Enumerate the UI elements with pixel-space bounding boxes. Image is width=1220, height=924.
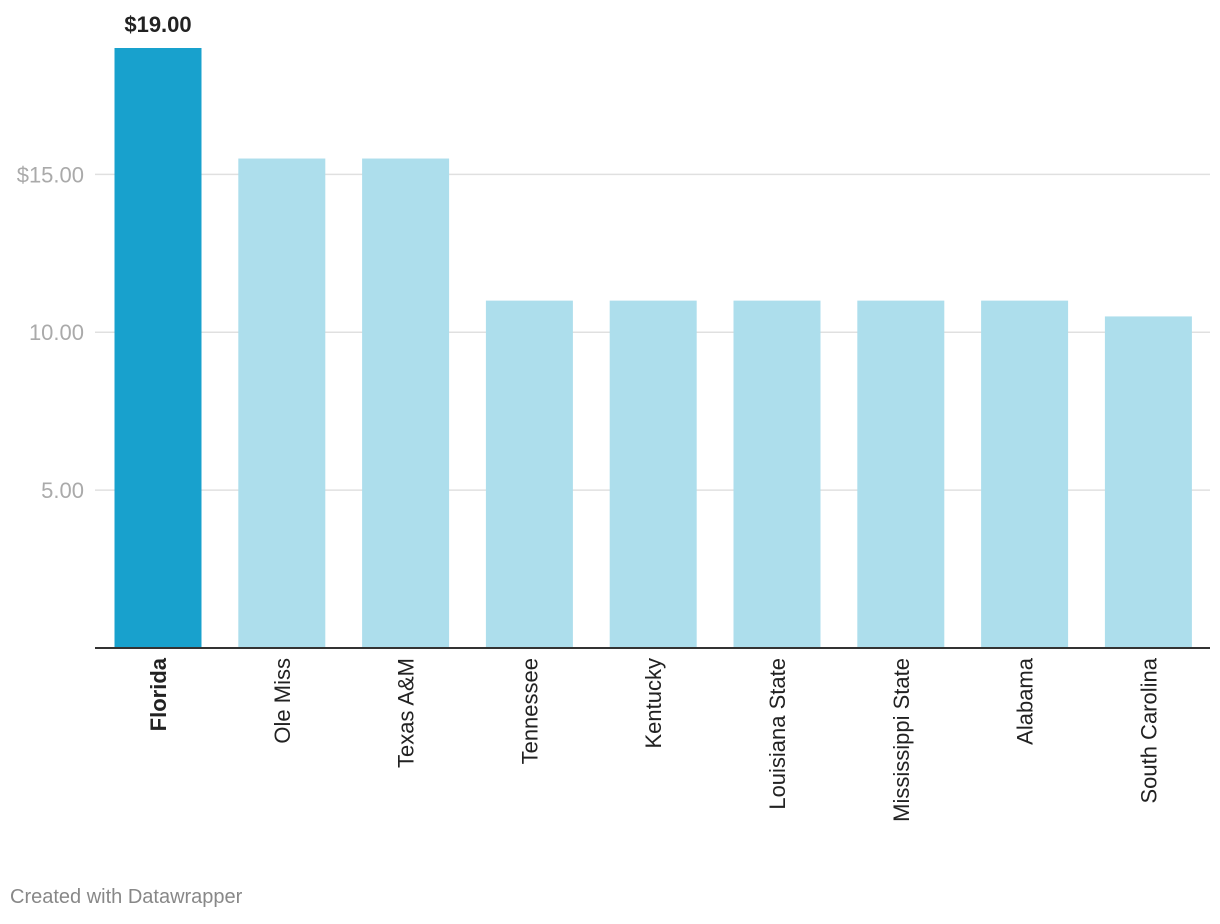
bar <box>238 158 326 649</box>
bars <box>114 48 1192 649</box>
x-category-label: Alabama <box>1013 657 1038 745</box>
y-tick-label: $15.00 <box>17 162 84 187</box>
labels: $15.00 10.00 5.00 $19.00 Florida Ole Miss Texa… <box>17 12 1162 822</box>
bar <box>362 158 450 649</box>
bar <box>1104 316 1192 648</box>
x-category-label: Tennessee <box>517 658 542 764</box>
x-category-label: Mississippi State <box>889 658 914 822</box>
y-tick-label: 10.00 <box>29 320 84 345</box>
x-category-label: Louisiana State <box>765 658 790 810</box>
x-category-label: Ole Miss <box>270 658 295 744</box>
bar-value-label: $19.00 <box>124 12 191 37</box>
x-category-label: Florida <box>146 657 171 731</box>
x-category-label: Kentucky <box>641 658 666 749</box>
x-category-label: South Carolina <box>1136 657 1161 803</box>
bar <box>609 300 697 648</box>
bar <box>485 300 573 648</box>
bar <box>857 300 945 648</box>
datawrapper-credit: Created with Datawrapper <box>10 886 243 908</box>
bar <box>114 48 202 648</box>
bar <box>733 300 821 648</box>
y-tick-label: 5.00 <box>41 478 84 503</box>
x-category-label: Texas A&M <box>394 658 419 768</box>
bar <box>981 300 1069 648</box>
